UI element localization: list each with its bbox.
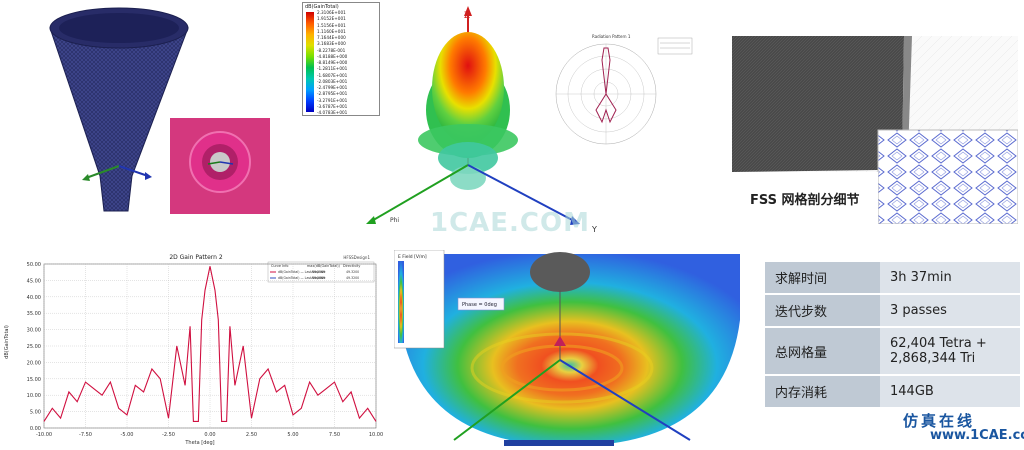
watermark-1cae: 1CAE.COM	[430, 208, 590, 238]
efield-colorbar	[398, 261, 404, 343]
gain-colorbar-legend: dB(GainTotal) 2.3106E+001 1.9152E+001 1.51…	[302, 2, 380, 116]
stat-key: 总网格量	[765, 327, 880, 376]
legend-cell: dB(GainTotal) — LastAdaptive	[278, 270, 325, 274]
colorbar-label: -8.2278E-001	[317, 47, 346, 53]
brand-url-watermark: www.1CAE.com	[930, 428, 1024, 443]
gain-chart-svg: 2D Gain Pattern 2 HFSSDesign1 Curve Info…	[0, 250, 392, 446]
colorbar-label: -3.2791E+001	[317, 97, 348, 103]
axis-phi-label: Phi	[390, 217, 399, 224]
y-tick-label: 40.00	[27, 295, 41, 301]
3d-radiation-pattern: Z Phi Y	[340, 0, 610, 240]
chart-project-label: HFSSDesign1	[343, 255, 370, 260]
x-tick-label: 0.00	[204, 432, 215, 438]
colorbar-label: 1.9152E+001	[317, 16, 346, 22]
table-row: 迭代步数 3 passes	[765, 294, 1020, 328]
colorbar-label: -3.6787E+001	[317, 103, 348, 109]
y-tick-label: 0.00	[30, 426, 41, 432]
x-tick-label: 5.00	[287, 432, 298, 438]
colorbar-label: -2.8795E+001	[317, 91, 348, 97]
y-tick-label: 15.00	[27, 377, 41, 383]
y-tick-label: 45.00	[27, 278, 41, 284]
y-tick-label: 25.00	[27, 344, 41, 350]
fss-caption: FSS 网格剖分细节	[750, 193, 860, 208]
colorbar-label: 2.3106E+001	[317, 10, 346, 15]
y-tick-label: 10.00	[27, 393, 41, 399]
stat-value: 62,404 Tetra + 2,868,344 Tri	[880, 327, 1020, 376]
legend-header: max(dB(GainTotal))	[307, 264, 341, 268]
stat-value: 3 passes	[880, 294, 1020, 328]
y-tick-label: 50.00	[27, 262, 41, 268]
table-row: 内存消耗 144GB	[765, 375, 1020, 409]
colorbar-label: 3.1683E+000	[317, 41, 346, 47]
x-tick-label: -5.00	[121, 432, 134, 438]
colorbar-label: 7.1644E+000	[317, 35, 346, 40]
efield-plot: E Field [V/m] Phase = 0deg	[393, 249, 746, 446]
legend-header: Directivity	[343, 264, 360, 268]
axis-z-label: Z	[464, 11, 470, 21]
x-tick-label: 10.00	[369, 432, 383, 438]
legend-cell: dB(GainTotal) — LastAdaptive	[278, 276, 325, 280]
colorbar-label: -1.6807E+001	[317, 72, 348, 78]
x-tick-labels: -10.00 -7.50 -5.00 -2.50 0.00 2.50 5.00 7.50 10.…	[36, 432, 383, 438]
legend-cell: 49.3200	[346, 276, 359, 280]
y-axis-label: dB(GainTotal)	[4, 325, 10, 359]
legend-cell: 49.3200	[346, 270, 359, 274]
colorbar-label: -4.0783E+001	[317, 110, 348, 115]
colorbar-label: -1.2811E+001	[317, 66, 348, 72]
polar-title: Radiation Pattern 1	[592, 34, 631, 39]
phase-label: Phase = 0deg	[462, 302, 497, 308]
fss-mesh-detail	[732, 36, 1019, 225]
gain-pattern-chart: 2D Gain Pattern 2 HFSSDesign1 Curve Info…	[0, 250, 392, 446]
efield-title: E Field [V/m]	[398, 254, 427, 260]
x-tick-label: 2.50	[246, 432, 257, 438]
mesh-face-svg	[189, 131, 251, 193]
stat-key: 内存消耗	[765, 375, 880, 409]
y-tick-label: 30.00	[27, 328, 41, 334]
colorbar-label: -8.8149E+000	[317, 60, 348, 65]
colorbar-gradient	[306, 12, 314, 112]
x-tick-label: 7.50	[329, 432, 340, 438]
y-tick-labels: 50.00 45.00 40.00 35.00 30.00 25.00 20.00 15.00…	[27, 262, 41, 432]
legend-cell: 49.2865	[312, 276, 325, 280]
brand-chinese-watermark: 仿真在线	[903, 412, 976, 430]
table-row: 总网格量 62,404 Tetra + 2,868,344 Tri	[765, 327, 1020, 376]
y-tick-label: 5.00	[30, 410, 41, 416]
efield-svg: E Field [V/m] Phase = 0deg	[393, 249, 746, 446]
chart-legend: Curve Info max(dB(GainTotal)) Directivity d…	[267, 261, 375, 283]
chart-series	[43, 266, 377, 422]
colorbar-label: -2.0803E+001	[317, 78, 348, 84]
x-tick-label: -10.00	[36, 432, 52, 438]
polar-svg: Radiation Pattern 1	[546, 30, 696, 150]
table-row: 求解时间 3h 37min	[765, 262, 1020, 295]
chart-grid	[43, 263, 377, 429]
horn-antenna-model	[48, 6, 198, 216]
horn-svg	[49, 7, 189, 212]
series-line	[43, 266, 377, 422]
y-tick-label: 20.00	[27, 360, 41, 366]
stat-value: 144GB	[880, 375, 1020, 409]
axis-y-label: Y	[591, 225, 597, 234]
legend-box	[267, 261, 375, 283]
stat-key: 迭代步数	[765, 294, 880, 328]
x-axis-label: Theta [deg]	[184, 440, 214, 446]
fss-svg	[732, 36, 1019, 225]
polar-radiation-plot: Radiation Pattern 1	[546, 30, 696, 150]
stat-key: 求解时间	[765, 262, 880, 295]
x-tick-label: -7.50	[79, 432, 92, 438]
y-tick-label: 35.00	[27, 311, 41, 317]
mesh-face-view	[170, 118, 270, 214]
legend-cell: 49.2565	[312, 270, 325, 274]
chart-title: 2D Gain Pattern 2	[169, 254, 223, 261]
stat-value: 3h 37min	[880, 262, 1020, 295]
colorbar-label: 1.1160E+001	[317, 28, 346, 34]
legend-header: Curve Info	[271, 264, 289, 268]
colorbar-label: 1.5156E+001	[317, 22, 346, 28]
colorbar-title: dB(GainTotal)	[305, 4, 339, 10]
colorbar-label: -2.4799E+001	[317, 85, 348, 90]
pattern3d-svg: Z Phi Y	[366, 6, 597, 234]
solve-stats-table: 求解时间 3h 37min 迭代步数 3 passes 总网格量 62,404 …	[765, 262, 1020, 409]
colorbar-label: -4.8188E+000	[317, 53, 348, 59]
x-tick-label: -2.50	[162, 432, 175, 438]
